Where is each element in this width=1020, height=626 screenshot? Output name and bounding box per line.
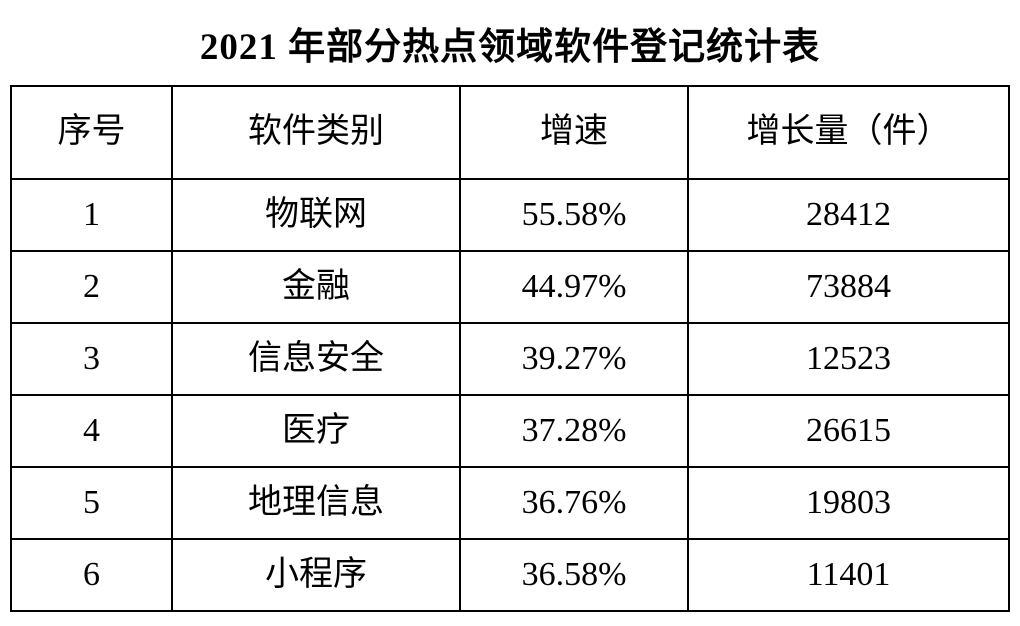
cell-growth-rate: 39.27% xyxy=(459,322,689,396)
cell-category: 小程序 xyxy=(171,538,461,612)
page-title: 2021 年部分热点领域软件登记统计表 xyxy=(199,27,821,68)
cell-growth-rate: 55.58% xyxy=(459,178,689,252)
cell-category: 物联网 xyxy=(171,178,461,252)
cell-growth-amount: 19803 xyxy=(687,466,1010,540)
cell-index: 1 xyxy=(10,178,173,252)
cell-growth-rate: 36.76% xyxy=(459,466,689,540)
header-cell-index: 序号 xyxy=(10,85,173,180)
cell-growth-rate: 37.28% xyxy=(459,394,689,468)
cell-index: 6 xyxy=(10,538,173,612)
cell-category: 金融 xyxy=(171,250,461,324)
cell-index: 4 xyxy=(10,394,173,468)
cell-category: 医疗 xyxy=(171,394,461,468)
table-row: 2 金融 44.97% 73884 xyxy=(10,250,1010,324)
table-row: 4 医疗 37.28% 26615 xyxy=(10,394,1010,468)
statistics-table: 序号 软件类别 增速 增长量（件） 1 物联网 55.58% 28412 2 金… xyxy=(10,85,1010,612)
header-cell-growth-rate: 增速 xyxy=(459,85,689,180)
header-cell-growth-amount: 增长量（件） xyxy=(687,85,1010,180)
cell-index: 3 xyxy=(10,322,173,396)
cell-growth-amount: 12523 xyxy=(687,322,1010,396)
table-header-row: 序号 软件类别 增速 增长量（件） xyxy=(10,85,1010,180)
cell-index: 5 xyxy=(10,466,173,540)
cell-growth-rate: 44.97% xyxy=(459,250,689,324)
table-row: 5 地理信息 36.76% 19803 xyxy=(10,466,1010,540)
cell-category: 信息安全 xyxy=(171,322,461,396)
cell-growth-amount: 26615 xyxy=(687,394,1010,468)
table-row: 1 物联网 55.58% 28412 xyxy=(10,178,1010,252)
header-cell-category: 软件类别 xyxy=(171,85,461,180)
table-row: 3 信息安全 39.27% 12523 xyxy=(10,322,1010,396)
cell-growth-rate: 36.58% xyxy=(459,538,689,612)
table-row: 6 小程序 36.58% 11401 xyxy=(10,538,1010,612)
cell-growth-amount: 73884 xyxy=(687,250,1010,324)
cell-category: 地理信息 xyxy=(171,466,461,540)
cell-index: 2 xyxy=(10,250,173,324)
cell-growth-amount: 28412 xyxy=(687,178,1010,252)
cell-growth-amount: 11401 xyxy=(687,538,1010,612)
